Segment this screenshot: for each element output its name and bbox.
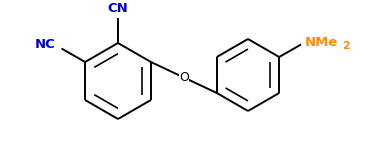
Text: NMe: NMe — [305, 35, 338, 49]
Text: CN: CN — [108, 2, 128, 15]
Text: NC: NC — [35, 37, 55, 50]
Text: O: O — [179, 71, 189, 84]
Text: 2: 2 — [342, 41, 350, 51]
